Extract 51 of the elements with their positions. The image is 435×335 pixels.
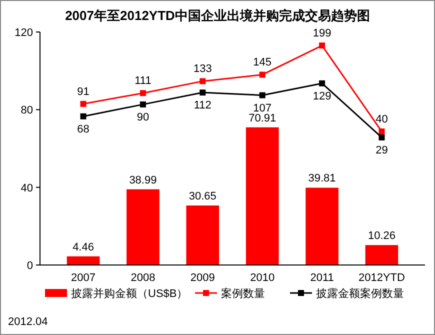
bar [186, 205, 220, 265]
data-label: 107 [253, 102, 272, 114]
point [80, 100, 86, 107]
point [140, 90, 146, 96]
chart-title: 2007年至2012YTD中国企业出境并购完成交易趋势图 [65, 8, 370, 23]
x-tick-label: 2008 [130, 272, 156, 284]
point [319, 42, 326, 49]
data-label: 40 [376, 113, 388, 126]
data-label: 30.65 [188, 190, 216, 202]
bar [365, 245, 398, 265]
point [80, 113, 86, 120]
y-tick-label: 0 [26, 260, 33, 272]
y-tick-label: 80 [20, 104, 33, 117]
data-label: 145 [253, 56, 272, 69]
data-label: 90 [136, 111, 150, 124]
point [200, 78, 206, 84]
data-label: 111 [134, 75, 152, 88]
data-label: 70.91 [248, 112, 276, 124]
point [378, 128, 385, 134]
data-label: 10.26 [368, 230, 396, 242]
legend-label: 披露并购金额（US$B） [71, 287, 188, 300]
bar [126, 189, 160, 265]
data-label: 68 [77, 123, 90, 136]
point [200, 90, 206, 96]
data-label: 29 [376, 144, 388, 156]
data-label: 39.81 [308, 172, 336, 185]
bar [66, 256, 100, 265]
legend-label: 案例数量 [221, 287, 265, 300]
point [319, 80, 326, 86]
point [140, 101, 146, 108]
y-tick-label: 120 [14, 27, 33, 39]
data-label: 91 [77, 86, 90, 98]
point [259, 92, 266, 98]
data-label: 129 [312, 90, 332, 102]
x-tick-label: 2010 [250, 272, 275, 284]
x-tick-label: 2012YTD [358, 272, 406, 284]
data-label: 112 [194, 100, 212, 112]
bar [246, 127, 279, 265]
data-label: 4.46 [72, 241, 94, 254]
point [378, 134, 385, 140]
data-label: 38.99 [129, 174, 157, 186]
data-label: 133 [193, 63, 212, 76]
x-tick-label: 2011 [310, 272, 334, 284]
x-tick-label: 2007 [71, 272, 96, 284]
legend-label: 披露金额案例数量 [316, 287, 404, 300]
point [259, 72, 266, 78]
text: 2012.04 [8, 316, 48, 328]
data-label: 199 [312, 28, 332, 40]
bar [306, 188, 338, 265]
y-tick-label: 40 [20, 182, 33, 194]
x-tick-label: 2009 [190, 272, 215, 284]
